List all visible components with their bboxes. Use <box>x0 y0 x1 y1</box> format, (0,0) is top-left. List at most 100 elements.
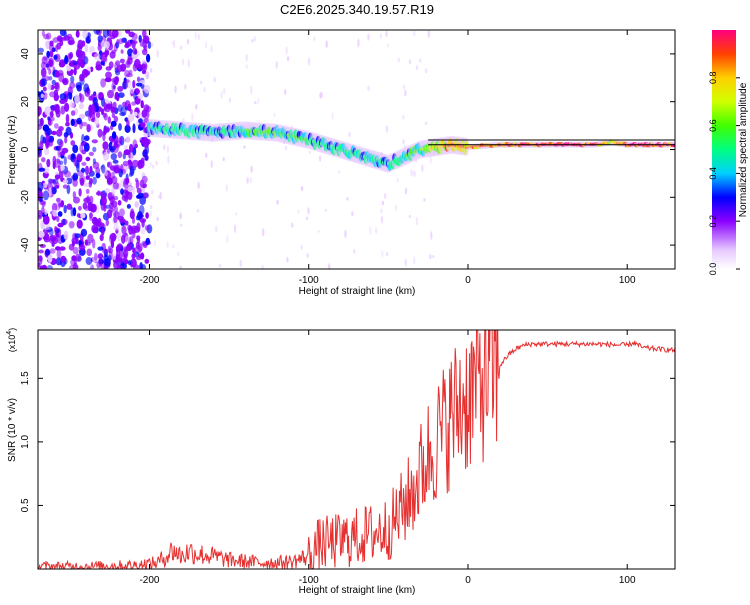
noise-speckle <box>153 239 157 247</box>
noise-speckle <box>97 35 103 43</box>
noise-speckle <box>85 175 91 180</box>
noise-speckle <box>49 116 55 122</box>
noise-speckle <box>72 144 79 154</box>
y-tick-label: 0 <box>20 146 31 152</box>
noise-speckle <box>194 31 197 40</box>
noise-speckle <box>81 167 86 173</box>
noise-speckle <box>413 256 416 266</box>
noise-speckle <box>381 250 384 258</box>
noise-speckle <box>116 64 123 73</box>
noise-speckle <box>273 112 276 118</box>
noise-speckle <box>75 159 80 169</box>
noise-speckle <box>59 98 66 104</box>
noise-speckle <box>141 63 147 70</box>
noise-speckle <box>43 147 50 156</box>
noise-speckle <box>126 243 133 252</box>
noise-speckle <box>90 203 97 213</box>
noise-speckle <box>385 125 389 133</box>
noise-speckle <box>118 136 123 144</box>
noise-speckle <box>42 190 50 201</box>
noise-speckle <box>233 224 237 233</box>
noise-speckle <box>79 73 85 82</box>
noise-speckle <box>146 53 151 63</box>
noise-speckle <box>413 30 416 37</box>
noise-speckle <box>42 215 50 225</box>
noise-speckle <box>106 209 113 219</box>
noise-speckle <box>133 111 138 117</box>
noise-speckle <box>136 82 143 87</box>
noise-speckle <box>344 229 347 239</box>
noise-speckle <box>66 184 71 195</box>
noise-speckle <box>357 38 360 48</box>
noise-speckle <box>156 49 159 58</box>
noise-speckle <box>47 253 53 263</box>
noise-speckle <box>82 30 88 39</box>
noise-speckle <box>113 215 118 224</box>
noise-speckle <box>40 78 47 87</box>
noise-speckle <box>172 244 175 249</box>
noise-speckle <box>55 246 61 251</box>
noise-speckle <box>424 68 428 74</box>
noise-speckle <box>58 144 63 151</box>
noise-speckle <box>38 124 42 130</box>
noise-speckle <box>44 209 48 216</box>
noise-speckle <box>130 208 134 214</box>
noise-speckle <box>45 249 51 256</box>
noise-speckle <box>114 141 118 148</box>
y-tick-label: 1.5 <box>20 371 31 385</box>
noise-speckle <box>135 241 140 249</box>
noise-speckle <box>203 86 206 93</box>
noise-speckle <box>117 92 125 98</box>
noise-speckle <box>419 58 422 63</box>
noise-speckle <box>56 35 63 42</box>
noise-speckle <box>53 93 59 102</box>
noise-speckle <box>89 165 93 174</box>
noise-speckle <box>126 204 131 209</box>
noise-speckle <box>136 194 142 199</box>
noise-speckle <box>97 217 102 228</box>
noise-speckle <box>49 50 54 58</box>
noise-speckle <box>140 100 144 109</box>
noise-speckle <box>386 43 390 48</box>
noise-speckle <box>249 177 252 184</box>
noise-speckle <box>167 155 170 164</box>
noise-speckle <box>83 142 90 152</box>
noise-speckle <box>89 212 93 219</box>
noise-speckle <box>83 83 90 93</box>
noise-speckle <box>43 235 47 240</box>
noise-speckle <box>70 75 75 84</box>
noise-speckle <box>210 45 213 53</box>
noise-speckle <box>90 107 96 115</box>
noise-speckle <box>60 255 67 263</box>
y-tick-label: 1.0 <box>20 434 31 448</box>
noise-speckle <box>76 213 81 218</box>
noise-speckle <box>102 151 110 161</box>
noise-speckle <box>129 165 135 175</box>
snr-panel: -200 -100 0 100 0.5 1.0 1.5 Height of straigh… <box>6 328 676 596</box>
noise-speckle <box>63 30 68 37</box>
noise-speckle <box>89 46 95 54</box>
noise-speckle <box>284 89 287 95</box>
noise-speckle <box>97 44 102 52</box>
noise-speckle <box>55 257 62 266</box>
noise-speckle <box>243 145 246 149</box>
noise-speckle <box>138 204 145 215</box>
noise-speckle <box>204 41 208 49</box>
noise-speckle <box>114 196 119 201</box>
noise-speckle <box>91 139 99 144</box>
noise-speckle <box>55 44 59 53</box>
noise-speckle <box>105 219 110 227</box>
noise-speckle <box>51 130 57 136</box>
colorbar-tick-label: 0.0 <box>708 263 718 276</box>
noise-speckle <box>74 94 80 104</box>
noise-speckle <box>179 265 182 269</box>
noise-speckle <box>380 208 383 214</box>
noise-speckle <box>139 139 147 144</box>
noise-speckle <box>318 155 322 162</box>
noise-speckle <box>103 258 111 267</box>
noise-speckle <box>103 112 108 121</box>
noise-speckle <box>117 85 124 92</box>
noise-speckle <box>84 44 89 53</box>
